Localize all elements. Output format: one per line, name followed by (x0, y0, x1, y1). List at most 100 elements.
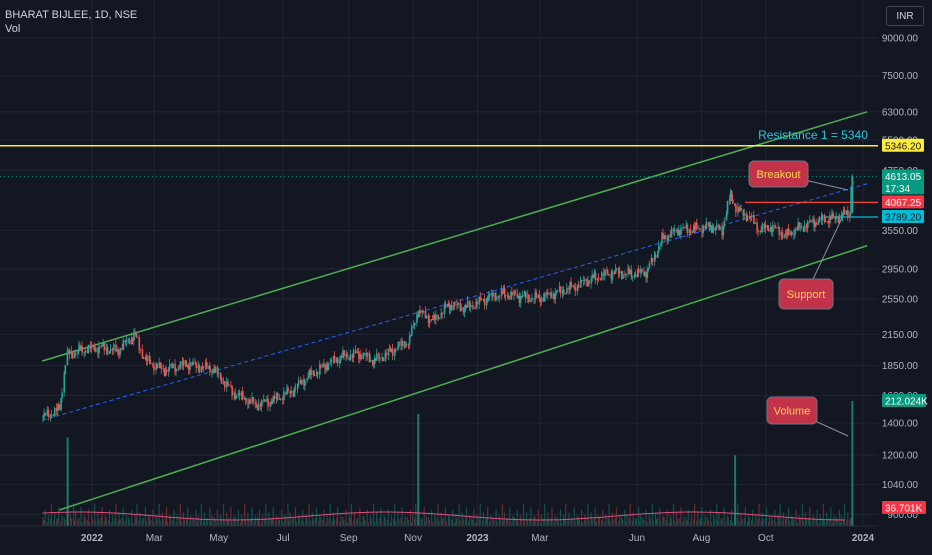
candles (42, 174, 854, 423)
candle-body (696, 222, 698, 230)
candle-body (404, 345, 407, 348)
volume-bar (588, 520, 590, 526)
volume-bar (615, 507, 618, 526)
volume-bar (716, 503, 718, 526)
candle-body (384, 352, 387, 362)
volume-bar (312, 519, 314, 526)
candle-body (116, 349, 118, 352)
currency-button[interactable]: INR (886, 6, 924, 26)
candle-body (394, 349, 396, 356)
volume-bar (445, 521, 448, 526)
candle-body (341, 355, 343, 358)
volume-bar (282, 522, 284, 526)
volume-bar (428, 520, 431, 526)
volume-bar (49, 518, 51, 526)
volume-bar (117, 520, 119, 526)
candle-body (814, 222, 817, 228)
candle-body (631, 276, 634, 278)
volume-bar (710, 522, 713, 526)
volume-bar (677, 519, 679, 526)
volume-bar (683, 515, 685, 526)
candle-body (653, 254, 656, 262)
volume-bar (69, 514, 72, 526)
candle-body (715, 226, 717, 231)
volume-bar (850, 517, 852, 526)
candle-body (376, 353, 378, 361)
volume-bar (522, 503, 525, 526)
volume-bar (720, 519, 722, 526)
candle-body (290, 390, 293, 394)
volume-bar (172, 520, 174, 526)
candle-body (615, 268, 618, 270)
candle-body (150, 363, 152, 365)
volume-bar (207, 517, 209, 526)
symbol-title[interactable]: BHARAT BIJLEE, 1D, NSE (5, 9, 138, 21)
volume-bar (532, 521, 534, 526)
volume-bar (190, 515, 192, 526)
candle-body-last (851, 176, 854, 213)
candle-body (785, 232, 788, 235)
candle-body (464, 305, 467, 310)
volume-bar (741, 519, 743, 526)
candle-body (722, 226, 725, 236)
candle-body (155, 363, 157, 371)
candle-body (518, 295, 521, 303)
candle-body (93, 344, 95, 348)
candle-body (119, 347, 122, 355)
volume-bar (717, 520, 719, 526)
volume-bar (217, 522, 219, 526)
volume-bar (593, 517, 595, 526)
volume-spike-bar (417, 413, 420, 526)
volume-bar (42, 517, 44, 526)
candle-body (478, 296, 481, 305)
candle-body (108, 350, 111, 355)
volume-bar (318, 521, 320, 526)
volume-bar (571, 517, 573, 526)
candle-body (372, 363, 375, 365)
candle-body (422, 310, 425, 312)
time-tick-label: Nov (404, 533, 422, 544)
volume-bar (519, 514, 521, 526)
candle-body (581, 279, 583, 281)
candle-body (797, 222, 800, 231)
volume-bar (662, 515, 664, 526)
resistance-annotation-text: Resistance 1 = 5340 (758, 128, 868, 142)
candle-body (730, 190, 733, 200)
candle-body (583, 280, 585, 282)
volume-indicator-label[interactable]: Vol (5, 23, 21, 35)
volume-bar (774, 509, 776, 526)
volume-bar (403, 521, 405, 526)
candle-body (410, 325, 413, 336)
candle-body (182, 360, 185, 366)
volume-tag-value: 36.701K (885, 504, 923, 515)
candle-body (84, 350, 87, 353)
candle-body (313, 375, 316, 377)
volume-bar (512, 515, 514, 526)
volume-bar (813, 517, 815, 526)
volume-bar (359, 507, 361, 526)
candle-body (842, 209, 845, 213)
candle-body (628, 268, 631, 274)
volume-bar (141, 519, 143, 526)
channel-lower-line (59, 244, 868, 511)
candle-body (146, 355, 149, 361)
candle-body (643, 271, 645, 277)
candle-body (800, 226, 803, 228)
volume-bar (546, 520, 548, 526)
candle-body (483, 299, 486, 306)
volume-bar (270, 519, 272, 526)
volume-bar (372, 503, 375, 526)
volume-bar (182, 512, 185, 526)
candle-body (427, 315, 430, 324)
candle-body (390, 348, 393, 352)
candle-body (739, 208, 742, 212)
volume-bar (219, 514, 221, 526)
volume-bar (104, 515, 106, 526)
candle-body (139, 349, 142, 351)
volume-bar (84, 517, 86, 526)
price-tag-countdown: 17:34 (885, 184, 910, 195)
volume-bar (456, 518, 458, 526)
